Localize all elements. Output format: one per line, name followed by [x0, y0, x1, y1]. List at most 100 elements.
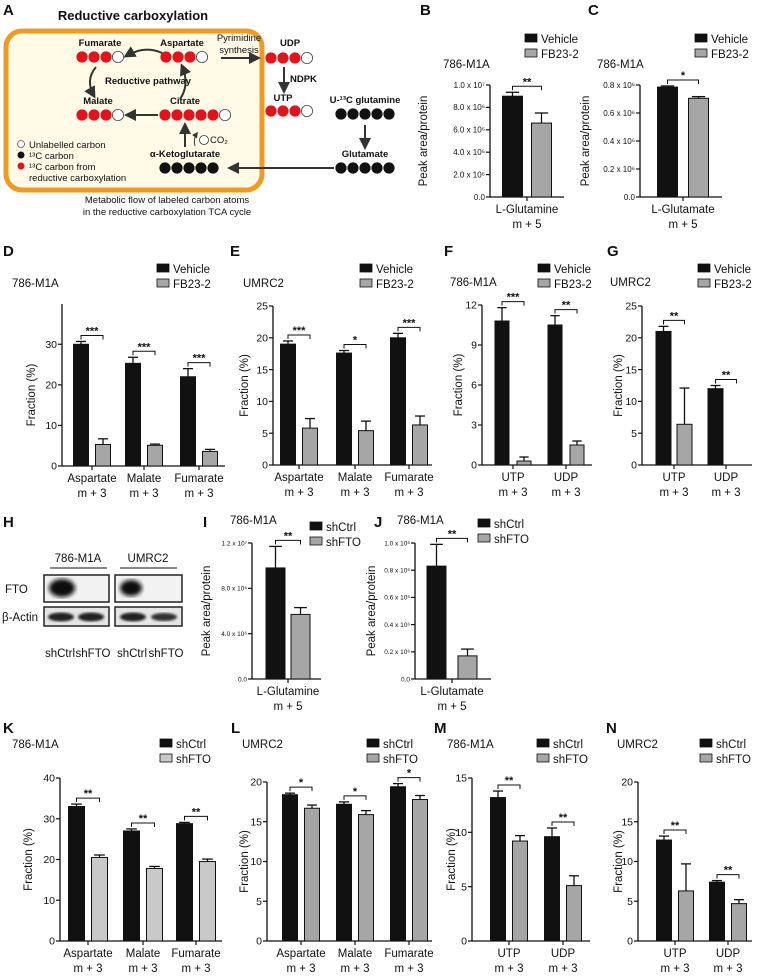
y-tick-label: 0.6 x 10⁶: [384, 595, 410, 602]
bar-shfto: [91, 856, 108, 942]
legend-label: FB23-2: [714, 279, 752, 291]
carbon-atom-icon: [183, 109, 195, 121]
panel-letter-e: E: [230, 243, 240, 260]
y-axis-label: Peak area/protein: [418, 96, 430, 187]
legend-swatch: [524, 33, 538, 43]
significance-bracket: [76, 797, 100, 803]
chart-title: UMRC2: [242, 739, 283, 751]
panel-letter-c: C: [588, 2, 599, 19]
y-tick-label: 40: [43, 773, 55, 785]
y-tick-label: 20: [256, 332, 268, 344]
y-tick-label: 12: [465, 300, 477, 312]
category-label: Malate: [338, 948, 373, 960]
y-tick-label: 8.0 x 10⁶: [221, 586, 247, 593]
carbon-atom-icon: [76, 51, 88, 63]
category-label: UDP: [551, 948, 576, 960]
category-label: Aspartate: [276, 948, 325, 960]
panel-letter-k: K: [3, 720, 14, 737]
carbon-atom-icon: [207, 109, 219, 121]
node-label-malate: Malate: [83, 96, 113, 107]
significance-bracket: [80, 334, 104, 340]
legend-label: FB23-2: [376, 279, 414, 291]
y-tick-label: 10: [43, 895, 55, 907]
significance-label: **: [562, 300, 571, 312]
y-tick-label: 1.0 x 10⁶: [384, 540, 410, 547]
legend-swatch: [697, 278, 711, 288]
legend-swatch: [537, 278, 551, 288]
category-sublabel: m + 3: [660, 963, 689, 975]
carbon-atom-icon: [383, 162, 395, 174]
carbon-atom-icon: [195, 51, 208, 64]
significance-label: ***: [403, 317, 417, 329]
bar-vehicle: [73, 343, 89, 467]
blot-lane-label: shCtrl: [45, 648, 75, 660]
legend-swatch: [537, 263, 551, 273]
y-axis-label: Fraction (%): [613, 830, 625, 893]
bar-shctrl: [336, 803, 352, 942]
category-sublabel: m + 3: [394, 487, 423, 499]
bar-vehicle: [336, 352, 352, 466]
category-sublabel: m + 3: [494, 963, 523, 975]
legend-label: shCtrl: [553, 739, 583, 751]
carbon-atom-icon: [289, 52, 301, 64]
legend-c13-reductive-2: reductive carboxylation: [29, 173, 126, 184]
category-label: L-Glutamate: [420, 686, 483, 698]
bar-fb23-2: [516, 460, 532, 466]
category-sublabel: m + 3: [77, 488, 106, 500]
actin-band: [78, 612, 104, 622]
carbon-atom-icon: [335, 162, 347, 174]
y-tick-label: 0: [256, 936, 262, 948]
category-label: L-Glutamine: [257, 686, 320, 698]
significance-bracket: [289, 786, 313, 792]
chart-e: 0 5 10 15 20 25 Fraction (%) UMRC2 Vehicle FB23-2…: [239, 263, 434, 499]
y-tick-label: 10: [256, 396, 268, 408]
panel-letter-m: M: [434, 720, 447, 737]
carbon-atom-icon: [265, 52, 277, 64]
arrow-co2: [192, 131, 198, 147]
bar-fb23-2: [147, 444, 163, 467]
ndpk-label: NDPK: [290, 74, 317, 85]
y-tick-label: 20: [43, 854, 55, 866]
y-tick-label: 4.0 x 10⁶: [453, 148, 485, 157]
carbon-atom-icon: [171, 109, 183, 121]
significance-label: ***: [293, 325, 307, 337]
bar-fb23-2: [412, 424, 428, 466]
legend-swatch: [699, 738, 713, 748]
legend-label: shFTO: [176, 754, 211, 766]
carbon-atom-icon: [88, 51, 100, 63]
carbon-atom-icon: [100, 109, 112, 121]
legend-label: FB23-2: [541, 49, 579, 61]
legend-swatch: [697, 263, 711, 273]
carbon-atom-icon: [347, 162, 359, 174]
significance-bracket: [715, 379, 737, 384]
panel-letter-a: A: [3, 2, 14, 19]
category-sublabel: m + 5: [273, 701, 302, 713]
legend-label: Vehicle: [714, 264, 751, 276]
legend-swatch: [536, 738, 550, 748]
legend-label: Vehicle: [554, 264, 591, 276]
y-tick-label: 10: [621, 856, 633, 868]
bar-shctrl: [544, 836, 560, 942]
significance-label: ***: [86, 325, 100, 337]
legend-swatch: [159, 738, 173, 748]
y-tick-label: 5: [262, 428, 268, 440]
bar-vehicle: [707, 388, 724, 466]
category-label: UTP: [664, 948, 687, 960]
blot-cell-line-umrc2: UMRC2: [128, 553, 169, 565]
node-label-glutamate: Glutamate: [342, 149, 388, 160]
actin-band: [120, 612, 146, 622]
y-axis-label: Fraction (%): [23, 828, 35, 891]
category-label: Aspartate: [63, 948, 112, 960]
category-sublabel: m + 3: [551, 487, 580, 499]
y-tick-label: 10: [455, 827, 467, 839]
significance-label: **: [523, 76, 532, 88]
y-tick-label: 15: [455, 773, 467, 785]
c13-carbon-legend-icon: [17, 151, 25, 159]
y-tick-label: 0.4 x 10⁶: [603, 137, 635, 146]
bar-shctrl: [68, 806, 85, 942]
panel-letter-l: L: [231, 720, 240, 737]
significance-label: **: [84, 788, 93, 800]
y-tick-label: 30: [43, 813, 55, 825]
legend-label: shFTO: [494, 534, 529, 546]
y-tick-label: 5: [461, 881, 467, 893]
